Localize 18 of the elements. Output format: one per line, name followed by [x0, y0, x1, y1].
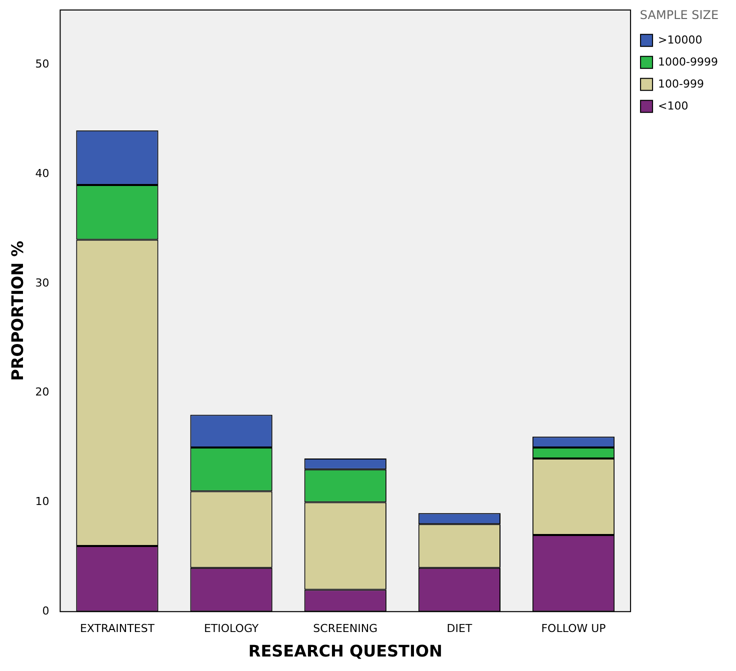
- y-axis-title: PROPORTION %: [8, 240, 27, 381]
- y-tick-label: 0: [42, 604, 50, 618]
- legend-label: >10000: [658, 33, 702, 46]
- x-tick-label: DIET: [446, 622, 472, 636]
- legend-title: SAMPLE SIZE: [640, 8, 719, 22]
- y-tick-label: 50: [35, 58, 50, 71]
- x-tick-label: FOLLOW UP: [541, 622, 606, 636]
- y-tick-label: 10: [35, 495, 50, 508]
- legend-label: <100: [658, 99, 688, 112]
- y-tick-label: 30: [35, 276, 50, 290]
- y-tick-label: 40: [35, 166, 50, 180]
- y-tick-label: 20: [35, 386, 50, 399]
- x-axis-title: RESEARCH QUESTION: [248, 642, 442, 661]
- x-tick-label: SCREENING: [313, 622, 378, 636]
- legend-label: 1000-9999: [658, 55, 718, 68]
- x-tick-label: EXTRAINTEST: [80, 622, 155, 636]
- legend-label: 100-999: [658, 77, 704, 90]
- x-tick-label: ETIOLOGY: [204, 622, 259, 636]
